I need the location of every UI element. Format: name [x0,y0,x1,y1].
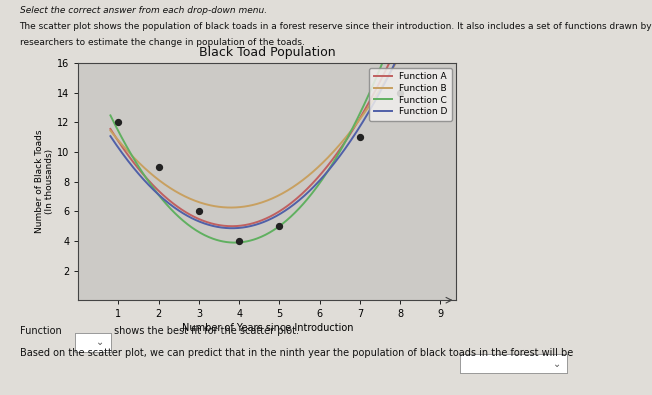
Line: Function C: Function C [110,0,449,243]
Function D [351,132,359,136]
Function B [106,128,114,133]
Point [355,134,365,140]
Text: researchers to estimate the change in population of the toads.: researchers to estimate the change in po… [20,38,304,47]
Function B [353,121,361,126]
Point [194,208,204,214]
Function C [147,182,155,187]
Function B [147,171,155,176]
Function A [106,126,114,131]
Function C [216,239,224,243]
Function A [320,168,328,173]
Function A [241,223,249,228]
Function D [241,225,249,229]
Function A [351,124,359,128]
Text: The scatter plot shows the population of black toads in a forest reserve since t: The scatter plot shows the population of… [20,22,652,31]
Y-axis label: Number of Black Toads
(In thousands): Number of Black Toads (In thousands) [35,130,54,233]
Function B [216,205,224,209]
Point [395,90,406,96]
Function B [227,205,235,210]
Function D [320,173,328,178]
Line: Function B: Function B [110,0,449,207]
Text: ⌄: ⌄ [553,359,561,369]
Text: Function: Function [20,326,61,336]
Function C [241,239,249,244]
Function B [320,159,328,164]
Point [153,164,164,170]
Function D [106,134,114,139]
Function A [147,181,155,186]
Function A [228,224,235,229]
Function A [353,121,361,126]
Point [274,223,285,229]
X-axis label: Number of Years since Introduction: Number of Years since Introduction [181,324,353,333]
Point [234,238,244,244]
Point [113,119,124,126]
Function D [147,185,155,190]
Text: Select the correct answer from each drop-down menu.: Select the correct answer from each drop… [20,6,267,15]
Function A [216,223,224,228]
Function D [353,129,361,134]
Text: .: . [569,348,572,357]
Function C [231,240,239,245]
Title: Black Toad Population: Black Toad Population [199,46,336,59]
Function B [241,204,249,209]
Line: Function A: Function A [110,0,449,226]
Line: Function D: Function D [110,0,449,228]
Function C [351,120,359,125]
Function D [216,225,224,230]
Text: ⌄: ⌄ [96,337,104,347]
Function D [228,226,236,231]
Text: shows the best fit for the scatter plot.: shows the best fit for the scatter plot. [114,326,299,336]
Text: Based on the scatter plot, we can predict that in the ninth year the population : Based on the scatter plot, we can predic… [20,348,573,357]
Function C [106,113,114,118]
Legend: Function A, Function B, Function C, Function D: Function A, Function B, Function C, Func… [369,68,452,121]
Function C [353,117,361,122]
Function C [320,175,328,179]
Function B [351,123,359,128]
